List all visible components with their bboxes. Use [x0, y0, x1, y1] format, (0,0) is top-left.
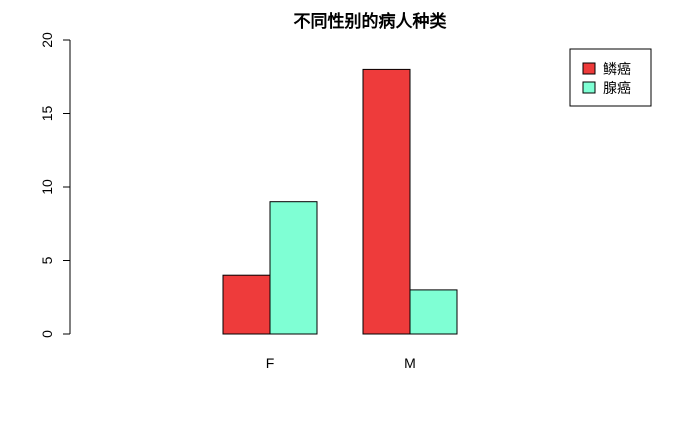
bar-M-1 [362, 68, 411, 335]
chart-title: 不同性别的病人种类 [294, 11, 448, 32]
legend-swatch [582, 81, 596, 94]
bar-F-1 [222, 274, 271, 335]
y-tick-label: 10 [39, 179, 55, 195]
bar-M-2 [409, 289, 458, 335]
x-tick-label: M [404, 355, 416, 371]
bar-F-2 [269, 201, 318, 335]
y-tick-label: 20 [39, 32, 55, 48]
legend-label: 腺癌 [603, 81, 631, 97]
y-tick-label: 15 [39, 106, 55, 122]
legend-label: 鳞癌 [603, 62, 631, 78]
legend-swatch [582, 62, 596, 75]
y-axis: 0 5 10 15 20 [39, 32, 71, 338]
x-tick-label: F [266, 355, 275, 371]
legend-box [569, 48, 652, 107]
bars [222, 68, 458, 335]
y-tick-label: 0 [39, 330, 55, 338]
y-tick-label: 5 [39, 256, 55, 264]
